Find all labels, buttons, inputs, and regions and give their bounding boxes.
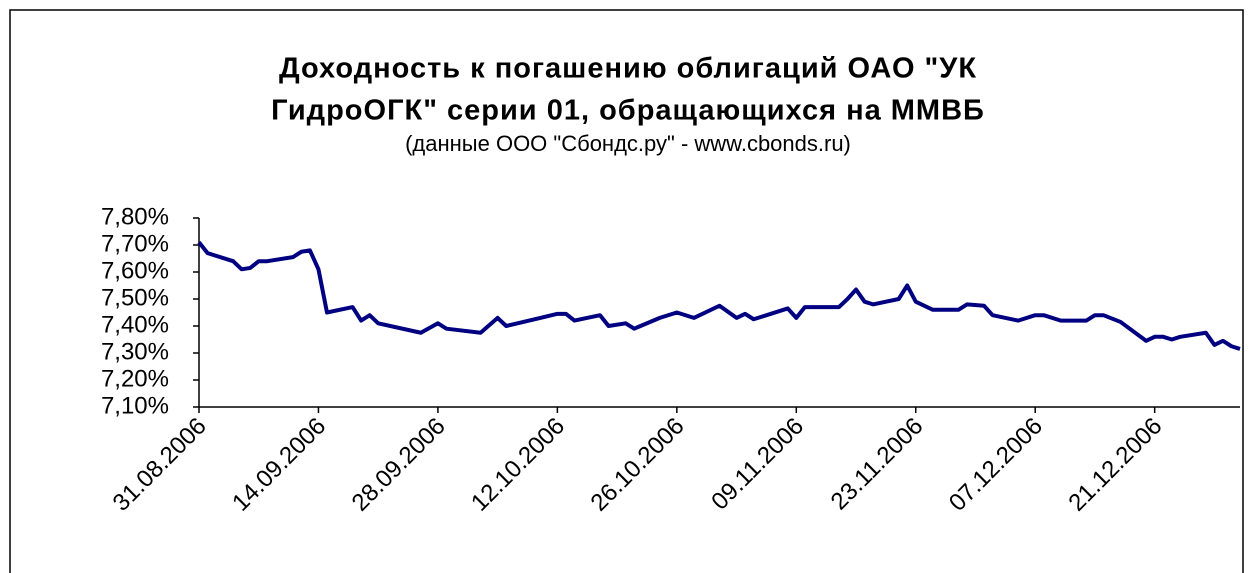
y-tick-label: 7,40% xyxy=(101,311,169,338)
chart-title-line: ГидроОГК" серии 01, обращающихся на ММВБ xyxy=(271,95,985,127)
y-tick-label: 7,70% xyxy=(101,230,169,257)
chart-subtitle: (данные ООО "Сбондс.ру" - www.cbonds.ru) xyxy=(405,131,851,156)
chart-title-line: Доходность к погашению облигаций ОАО "УК xyxy=(279,53,977,85)
data-line xyxy=(197,241,1241,351)
y-tick-label: 7,20% xyxy=(101,365,169,392)
y-tick-label: 7,60% xyxy=(101,257,169,284)
chart-frame xyxy=(9,9,1244,573)
y-tick-label: 7,50% xyxy=(101,284,169,311)
y-tick-label: 7,30% xyxy=(101,338,169,365)
y-tick-label: 7,10% xyxy=(101,392,169,419)
y-tick-label: 7,80% xyxy=(101,203,169,230)
